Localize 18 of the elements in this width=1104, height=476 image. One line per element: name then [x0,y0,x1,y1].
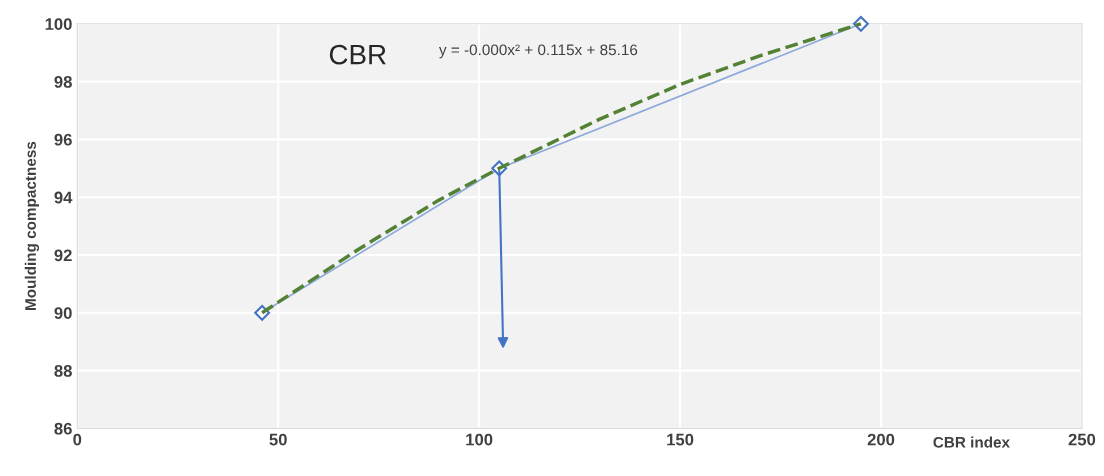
annotation: y = -0.000x² + 0.115x + 85.16 [438,44,638,59]
x-tick-label: 250 [1068,433,1096,446]
x-tick-label: 0 [73,433,82,446]
y-axis-title: Moulding compactness [24,141,40,310]
y-tick-label: 96 [54,133,72,146]
y-tick-label: 100 [45,18,72,30]
x-tick-label: 50 [269,433,287,446]
y-tick-label: 86 [54,422,72,435]
y-tick-label: 94 [54,191,73,204]
y-tick-label: 92 [54,249,72,262]
x-tick-label: 100 [466,433,493,446]
y-tick-label: 98 [54,76,72,88]
y-tick-label: 90 [54,307,72,319]
x-axis-title: CBR index [933,436,1010,448]
text: CBR [329,44,386,65]
x-tick-label: 200 [867,433,895,446]
x-tick-label: 150 [667,433,694,446]
y-tick-label: 88 [54,365,72,377]
